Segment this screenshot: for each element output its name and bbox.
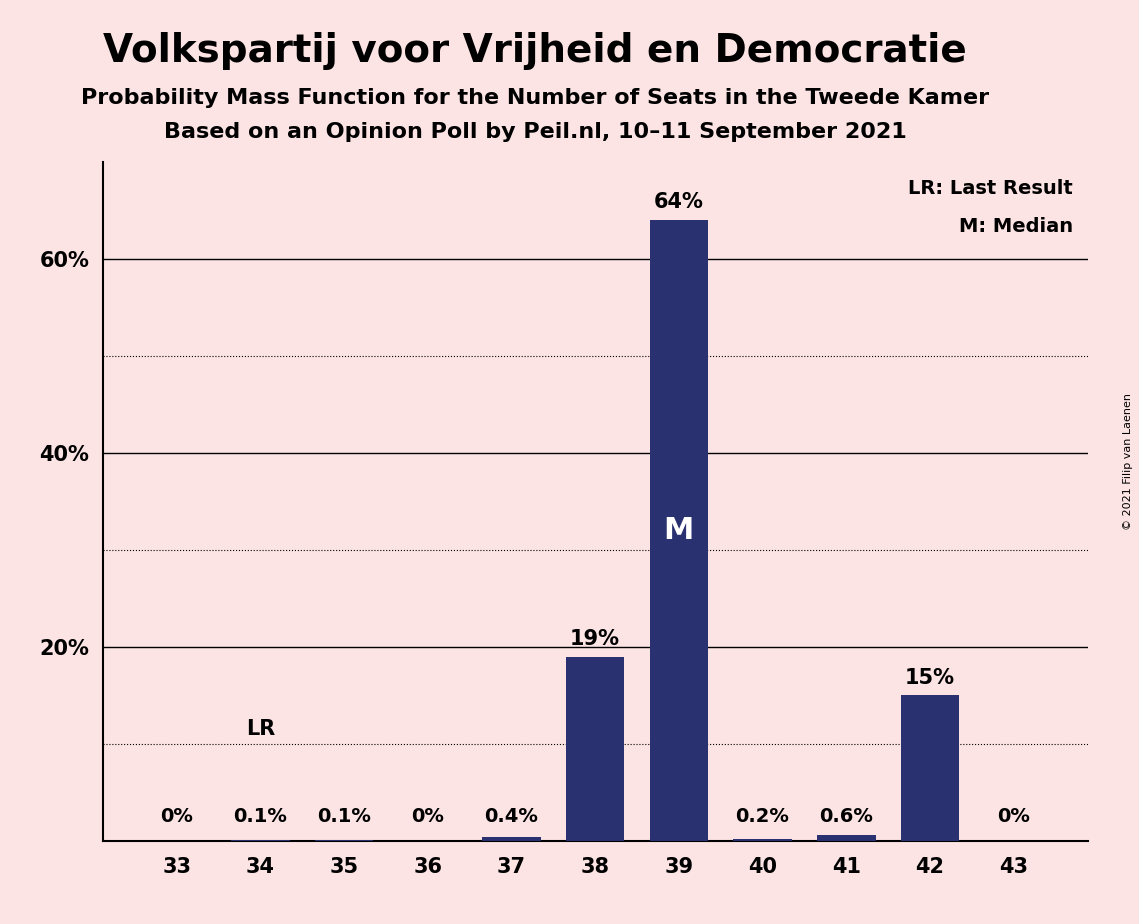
Bar — [566, 657, 624, 841]
Text: Based on an Opinion Poll by Peil.nl, 10–11 September 2021: Based on an Opinion Poll by Peil.nl, 10–… — [164, 122, 907, 142]
Text: 0.1%: 0.1% — [233, 808, 287, 826]
Text: 15%: 15% — [906, 667, 954, 687]
Text: M: Median: M: Median — [959, 217, 1073, 237]
Bar — [901, 696, 959, 841]
Bar — [482, 837, 541, 841]
Text: LR: Last Result: LR: Last Result — [908, 178, 1073, 198]
Text: Volkspartij voor Vrijheid en Democratie: Volkspartij voor Vrijheid en Democratie — [104, 32, 967, 70]
Text: 0.4%: 0.4% — [484, 808, 539, 826]
Text: 0%: 0% — [998, 808, 1030, 826]
Bar — [734, 839, 792, 841]
Text: 64%: 64% — [654, 192, 704, 213]
Text: 0.1%: 0.1% — [317, 808, 371, 826]
Bar — [817, 835, 876, 841]
Text: M: M — [664, 516, 694, 545]
Text: LR: LR — [246, 719, 274, 739]
Bar — [231, 840, 289, 841]
Text: 0%: 0% — [161, 808, 192, 826]
Text: © 2021 Filip van Laenen: © 2021 Filip van Laenen — [1123, 394, 1133, 530]
Bar — [649, 220, 708, 841]
Bar — [314, 840, 374, 841]
Text: 19%: 19% — [571, 628, 620, 649]
Text: 0.6%: 0.6% — [819, 808, 874, 826]
Text: 0.2%: 0.2% — [736, 808, 789, 826]
Text: Probability Mass Function for the Number of Seats in the Tweede Kamer: Probability Mass Function for the Number… — [81, 88, 990, 108]
Text: 0%: 0% — [411, 808, 444, 826]
